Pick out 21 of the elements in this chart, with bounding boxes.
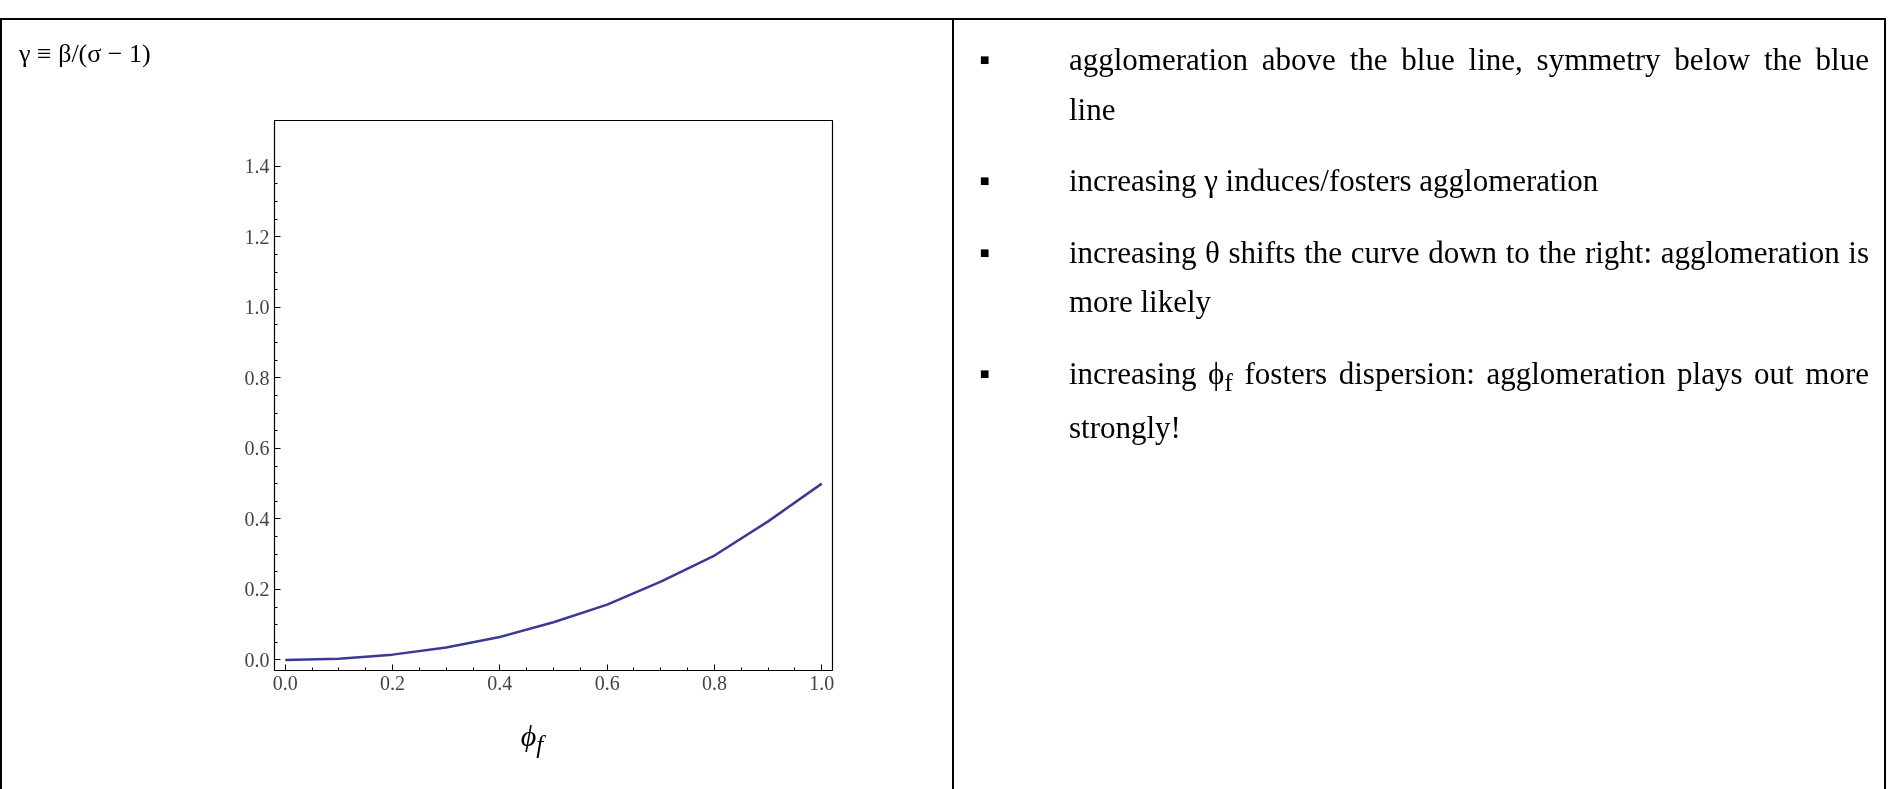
y-tick-label: 0.8 bbox=[244, 366, 270, 389]
text: ▪ increasing ϕ$_{f}$ fosters dispersion: agglomeration plays out more strongly! bbox=[979, 355, 1869, 446]
y-tick-label: 1.4 bbox=[244, 155, 270, 178]
y-tick-label: 0.0 bbox=[244, 648, 270, 671]
line-series bbox=[283, 482, 824, 662]
y-tick-label: 1.2 bbox=[244, 225, 270, 248]
text: ▪ increasing θ shifts the curve down to the right: agglomeration is more likely bbox=[979, 234, 1869, 320]
y-tick-label: 0.4 bbox=[244, 507, 270, 530]
y-tick-label: 1.0 bbox=[244, 296, 270, 319]
x-axis-title: ϕ$_{f}$ bbox=[520, 718, 544, 760]
x-tick-label: 0.2 bbox=[380, 671, 406, 694]
y-tick-label: 0.2 bbox=[244, 578, 270, 601]
x-tick-label: 0.6 bbox=[594, 671, 620, 694]
text: ▪ agglomeration above the blue line, symmetry below the blue line bbox=[979, 42, 1869, 127]
x-tick-label: 0.0 bbox=[272, 671, 298, 694]
x-tick-label: 1.0 bbox=[809, 671, 835, 694]
x-tick-label: 0.8 bbox=[701, 671, 727, 694]
x-tick-label: 0.4 bbox=[487, 671, 513, 694]
y-tick-label: 0.6 bbox=[244, 437, 270, 460]
y-axis-title: γ ≡ β/(σ − 1) bbox=[19, 38, 151, 70]
text: ▪ increasing γ induces/fosters agglomeration bbox=[979, 163, 1599, 199]
